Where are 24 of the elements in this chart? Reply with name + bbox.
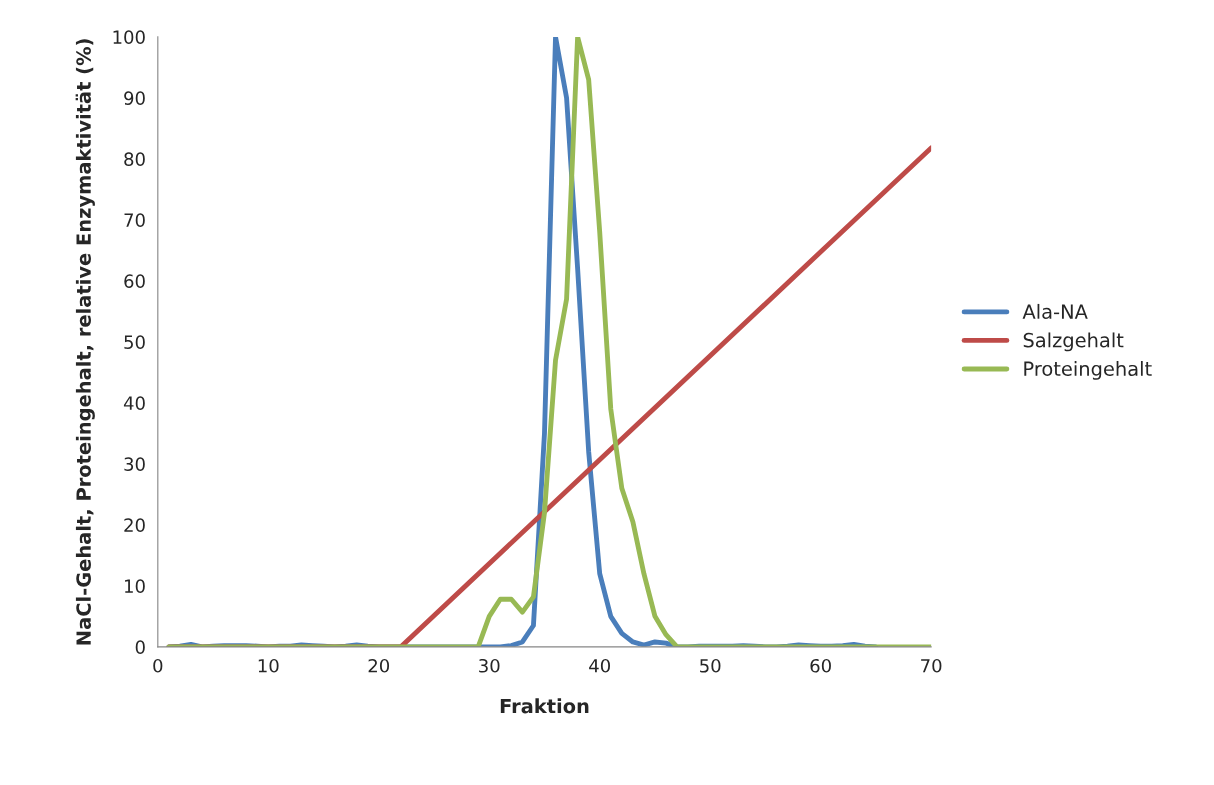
y-tick-label: 70 [124,213,145,227]
legend-label: Proteingehalt [1024,361,1152,380]
x-tick-label: 60 [810,658,831,673]
x-tick-label: 20 [368,658,390,673]
y-tick-label: 40 [123,396,145,410]
y-tick-label: 60 [124,274,145,288]
x-axis-title: Fraktion [500,698,589,714]
y-tick-label: 0 [135,640,145,654]
y-axis-title: NaCl-Gehalt, Proteingehalt, relative Enzymaktivität (%) [75,39,95,645]
y-tick-label: 80 [124,152,145,166]
y-tick-label: 90 [124,91,145,106]
x-tick-label: 0 [153,658,163,673]
y-tick-label: 50 [124,335,145,349]
x-tick-label: 30 [479,658,500,673]
x-tick-label: 50 [700,658,721,673]
x-tick-label: 40 [589,658,610,673]
y-tick-label: 20 [124,518,145,532]
legend-label: Salzgehalt [1023,332,1124,352]
legend-label: Ala-NA [1022,303,1088,319]
y-tick-label: 30 [124,457,145,471]
x-tick-label: 10 [258,658,279,673]
x-tick-label: 70 [921,658,942,673]
y-tick-label: 10 [125,579,145,593]
y-tick-label: 100 [113,30,145,45]
